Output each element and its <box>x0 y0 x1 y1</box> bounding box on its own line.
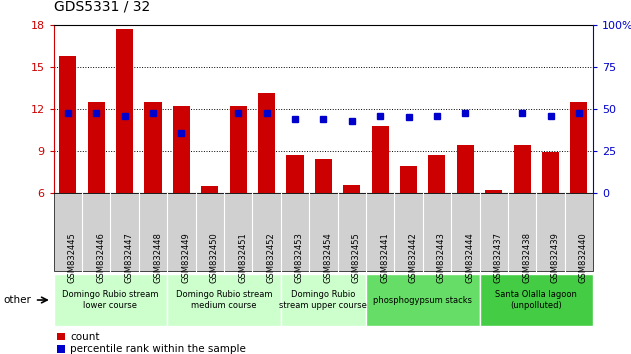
Text: GSM832448: GSM832448 <box>153 232 162 283</box>
Text: GSM832441: GSM832441 <box>380 232 389 282</box>
Bar <box>59 56 76 193</box>
Text: GSM832447: GSM832447 <box>125 232 134 283</box>
Text: GSM832450: GSM832450 <box>209 232 219 282</box>
Text: GSM832438: GSM832438 <box>522 232 531 283</box>
Text: GSM832449: GSM832449 <box>182 232 191 282</box>
Text: GSM832454: GSM832454 <box>323 232 333 282</box>
Text: GSM832440: GSM832440 <box>579 232 588 282</box>
Bar <box>230 106 247 193</box>
Bar <box>570 102 587 193</box>
Bar <box>144 102 162 193</box>
Bar <box>400 166 417 193</box>
Text: GSM832455: GSM832455 <box>352 232 361 282</box>
Bar <box>372 126 389 193</box>
Bar <box>428 155 445 193</box>
Text: Domingo Rubio stream
medium course: Domingo Rubio stream medium course <box>176 290 272 310</box>
Text: GSM832453: GSM832453 <box>295 232 304 283</box>
Text: GDS5331 / 32: GDS5331 / 32 <box>54 0 150 14</box>
Text: GSM832452: GSM832452 <box>266 232 276 282</box>
Text: percentile rank within the sample: percentile rank within the sample <box>70 344 246 354</box>
Text: GSM832444: GSM832444 <box>465 232 475 282</box>
Text: GSM832437: GSM832437 <box>493 232 503 283</box>
Text: Domingo Rubio
stream upper course: Domingo Rubio stream upper course <box>280 290 367 310</box>
Text: GSM832446: GSM832446 <box>97 232 105 283</box>
Bar <box>542 152 559 193</box>
Bar <box>343 184 360 193</box>
Bar <box>88 102 105 193</box>
Text: GSM832442: GSM832442 <box>409 232 418 282</box>
Bar <box>485 190 502 193</box>
Text: GSM832439: GSM832439 <box>550 232 560 283</box>
Bar <box>258 93 275 193</box>
Text: other: other <box>3 295 31 305</box>
Text: GSM832443: GSM832443 <box>437 232 446 283</box>
Bar <box>201 186 218 193</box>
Bar <box>315 159 332 193</box>
Bar <box>173 106 190 193</box>
Text: GSM832451: GSM832451 <box>239 232 247 282</box>
Bar <box>514 145 531 193</box>
Bar <box>116 29 133 193</box>
Text: GSM832445: GSM832445 <box>68 232 77 282</box>
Text: phosphogypsum stacks: phosphogypsum stacks <box>374 296 472 304</box>
Bar <box>286 155 304 193</box>
Bar <box>457 145 474 193</box>
Text: Domingo Rubio stream
lower course: Domingo Rubio stream lower course <box>62 290 158 310</box>
Text: count: count <box>70 331 100 342</box>
Text: Santa Olalla lagoon
(unpolluted): Santa Olalla lagoon (unpolluted) <box>495 290 577 310</box>
